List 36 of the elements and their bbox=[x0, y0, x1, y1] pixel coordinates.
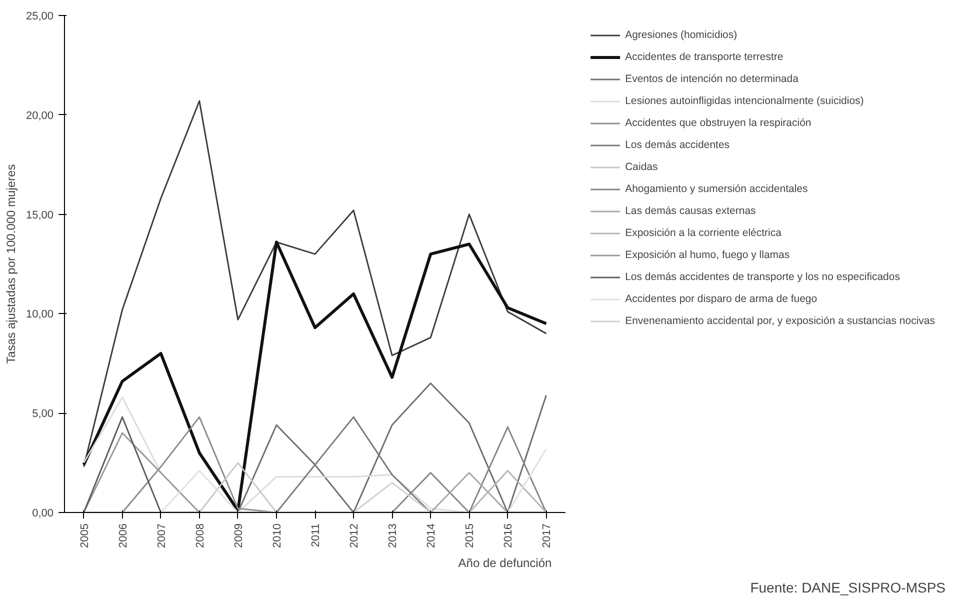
legend-label: Los demás accidentes de transporte y los no especificados bbox=[625, 270, 900, 284]
x-tick-label: 2005 bbox=[78, 523, 91, 548]
x-tick-label: 2016 bbox=[502, 523, 515, 548]
legend-label: Lesiones autoinfligidas intencionalmente (suicidios) bbox=[625, 94, 864, 108]
x-tick-label: 2009 bbox=[232, 523, 245, 548]
x-axis-title: Año de defunción bbox=[458, 556, 552, 570]
y-tick-label: 0,00 bbox=[32, 508, 54, 520]
x-tick-label: 2012 bbox=[348, 523, 361, 548]
legend-label: Envenenamiento accidental por, y exposición a sustancias nocivas bbox=[625, 314, 935, 328]
x-tick-label: 2013 bbox=[387, 523, 400, 548]
x-tick-label: 2011 bbox=[310, 524, 322, 548]
x-tick-label: 2008 bbox=[194, 523, 206, 548]
legend-label: Ahogamiento y sumersión accidentales bbox=[625, 182, 808, 196]
legend-label: Accidentes de transporte terrestre bbox=[625, 50, 784, 64]
legend-label: Eventos de intención no determinada bbox=[625, 72, 798, 86]
y-axis-title: Tasas ajustadas por 100.000 mujeres bbox=[4, 164, 18, 364]
legend-label: Exposición a la corriente eléctrica bbox=[625, 226, 782, 240]
x-tick-label: 2017 bbox=[541, 523, 554, 548]
y-tick-label: 5,00 bbox=[32, 408, 54, 420]
x-tick-label: 2014 bbox=[426, 523, 438, 548]
source-note: Fuente: DANE_SISPRO-MSPS bbox=[750, 580, 946, 596]
x-tick-label: 2010 bbox=[271, 523, 284, 548]
y-tick-label: 25,00 bbox=[26, 10, 54, 22]
y-tick-label: 20,00 bbox=[26, 110, 54, 122]
legend-label: Exposición al humo, fuego y llamas bbox=[625, 248, 790, 262]
legend-label: Los demás accidentes bbox=[625, 138, 730, 152]
legend-label: Las demás causas externas bbox=[625, 204, 756, 218]
legend-label: Accidentes que obstruyen la respiración bbox=[625, 116, 812, 130]
legend-label: Caidas bbox=[625, 160, 658, 174]
legend-label: Agresiones (homicidios) bbox=[625, 28, 738, 42]
x-tick-label: 2007 bbox=[156, 523, 168, 548]
x-tick-label: 2015 bbox=[464, 523, 476, 548]
y-tick-label: 10,00 bbox=[26, 308, 54, 321]
y-tick-label: 15,00 bbox=[26, 209, 54, 222]
legend-label: Accidentes por disparo de arma de fuego bbox=[625, 292, 818, 306]
x-tick-label: 2006 bbox=[117, 523, 130, 548]
